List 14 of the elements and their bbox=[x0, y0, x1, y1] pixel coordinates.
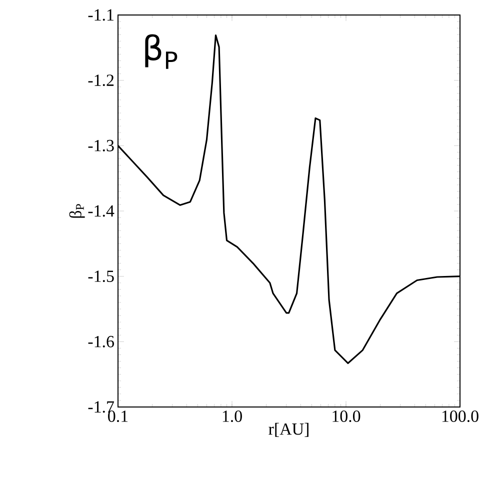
y-tick-label: -1.1 bbox=[88, 9, 114, 21]
y-tick-label: -1.5 bbox=[88, 270, 114, 282]
y-tick-label: -1.7 bbox=[88, 401, 114, 413]
annotation: β$_{P}$ bbox=[145, 34, 178, 69]
x-tick-label: 100.0 bbox=[442, 410, 478, 422]
y-axis-title: β$_{P}$ bbox=[69, 204, 85, 218]
x-tick-label: 1.0 bbox=[222, 410, 242, 422]
y-tick-label: -1.2 bbox=[88, 74, 114, 86]
x-tick-label: 0.1 bbox=[108, 410, 128, 422]
x-axis-title: r[AU] bbox=[268, 422, 308, 437]
y-tick-label: -1.6 bbox=[88, 336, 114, 348]
x-tick-label: 10.0 bbox=[332, 410, 360, 422]
y-tick-label: -1.3 bbox=[88, 140, 114, 152]
y-tick-label: -1.4 bbox=[88, 205, 114, 217]
